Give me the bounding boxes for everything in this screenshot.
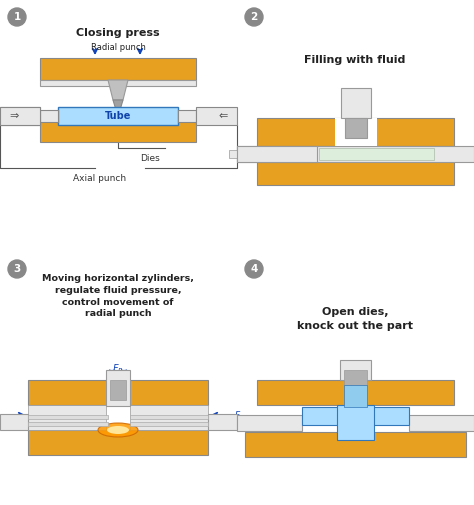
Text: Closing press: Closing press: [76, 28, 160, 38]
Bar: [0, 107, 40, 125]
Bar: [257, 160, 454, 185]
Bar: [257, 380, 454, 405]
Bar: [40, 58, 196, 80]
Text: 4: 4: [250, 264, 258, 274]
Bar: [409, 415, 474, 431]
Bar: [345, 118, 367, 138]
Polygon shape: [108, 80, 128, 100]
Bar: [237, 415, 302, 431]
Bar: [58, 107, 178, 125]
Bar: [257, 118, 454, 146]
Bar: [229, 150, 237, 158]
Text: $F_A$: $F_A$: [234, 410, 245, 423]
Bar: [28, 405, 106, 430]
Bar: [110, 380, 126, 400]
Bar: [28, 415, 108, 419]
Text: $F_R$: $F_R$: [112, 362, 124, 376]
Text: $F_A$: $F_A$: [0, 410, 4, 423]
Bar: [130, 405, 208, 430]
Bar: [28, 380, 208, 405]
Text: Radial punch: Radial punch: [91, 43, 146, 52]
Bar: [40, 110, 58, 122]
Bar: [0, 107, 40, 125]
Bar: [40, 120, 196, 142]
Bar: [237, 146, 474, 162]
Bar: [344, 370, 367, 385]
Text: Axial punch: Axial punch: [73, 174, 127, 183]
Text: 3: 3: [13, 264, 21, 274]
Text: Open dies,
knock out the part: Open dies, knock out the part: [297, 307, 413, 331]
Bar: [208, 414, 237, 430]
Bar: [319, 148, 434, 160]
Bar: [0, 414, 28, 430]
Bar: [196, 107, 237, 125]
Bar: [106, 370, 130, 406]
Text: 2: 2: [250, 12, 258, 22]
Bar: [237, 146, 317, 162]
Text: ⇐: ⇐: [288, 418, 296, 428]
Bar: [28, 430, 208, 455]
Bar: [130, 422, 208, 426]
Bar: [335, 118, 377, 146]
Bar: [344, 385, 367, 407]
Bar: [341, 88, 371, 118]
Text: ⇒: ⇒: [9, 111, 18, 121]
Text: ⇐: ⇐: [219, 111, 228, 121]
Circle shape: [245, 260, 263, 278]
Text: ⇒: ⇒: [415, 418, 423, 428]
Ellipse shape: [98, 423, 138, 437]
Bar: [28, 422, 108, 426]
Bar: [340, 360, 371, 380]
Circle shape: [8, 260, 26, 278]
Bar: [40, 114, 196, 120]
Bar: [257, 148, 454, 160]
Text: 1: 1: [13, 12, 21, 22]
Text: Tube: Tube: [105, 111, 131, 121]
Bar: [337, 405, 374, 440]
Polygon shape: [113, 100, 123, 110]
Circle shape: [8, 8, 26, 26]
Ellipse shape: [107, 426, 129, 434]
Text: Moving horizontal zylinders,
regulate fluid pressure,
control movement of
radial: Moving horizontal zylinders, regulate fl…: [42, 274, 194, 318]
Bar: [245, 432, 466, 457]
Text: Filling with fluid: Filling with fluid: [304, 55, 406, 65]
Bar: [302, 407, 409, 425]
Text: Dies: Dies: [140, 154, 160, 163]
Bar: [40, 80, 196, 86]
Circle shape: [245, 8, 263, 26]
Bar: [130, 415, 208, 419]
Bar: [178, 110, 196, 122]
